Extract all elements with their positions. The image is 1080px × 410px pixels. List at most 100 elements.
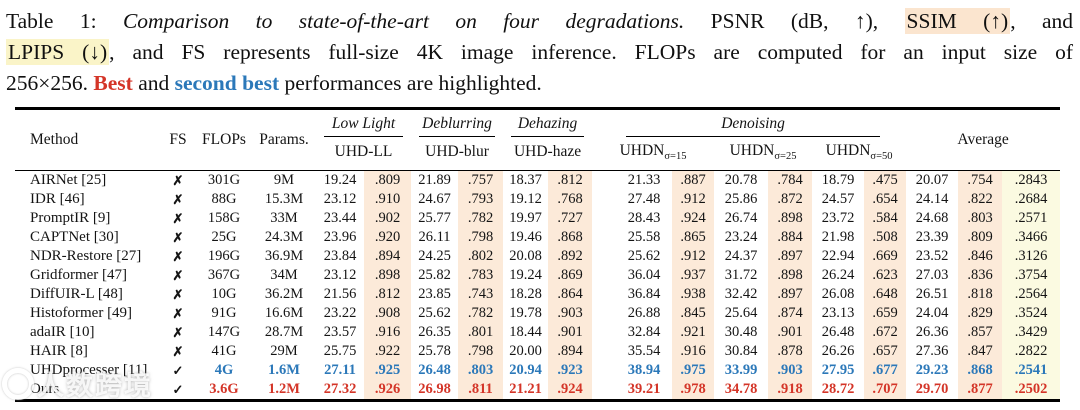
ssim-cell: .918 — [768, 380, 813, 401]
psnr-cell: 21.89 — [418, 172, 451, 189]
method-cell: NDR-Restore [27] — [30, 248, 142, 265]
psnr-cell: 26.11 — [418, 229, 451, 246]
table-row: Histoformer [49] ✗ 91G 16.6M 23.22 .908 25.62.… — [15, 304, 1061, 324]
params-cell: 36.2M — [264, 286, 304, 303]
ssim-cell: .908 — [364, 304, 412, 324]
fs-cell: ✓ — [172, 362, 184, 378]
ssim-cell: .926 — [364, 380, 412, 401]
ssim-cell: .878 — [768, 342, 813, 362]
psnr-cell: 24.57 — [821, 191, 855, 208]
psnr-cell: 27.95 — [821, 362, 855, 379]
ssim-cell: .898 — [768, 266, 813, 286]
params-cell: 1.6M — [268, 362, 300, 379]
psnr-cell: 25.62 — [418, 305, 451, 322]
lpips-cell: .2822 — [1002, 342, 1061, 362]
psnr-cell: 27.11 — [324, 362, 356, 379]
ssim-cell: .865 — [672, 228, 715, 248]
psnr-cell: 33.99 — [724, 362, 758, 379]
psnr-cell: 27.36 — [915, 343, 949, 360]
fs-cell: ✗ — [172, 191, 184, 207]
ssim-cell: .937 — [672, 266, 715, 286]
ssim-cell: .902 — [364, 209, 412, 229]
ssim-cell: .768 — [548, 190, 593, 210]
ssim-cell: .903 — [768, 361, 813, 381]
ssim-cell: .812 — [364, 285, 412, 305]
params-cell: 34M — [270, 267, 298, 284]
ssim-cell: .757 — [458, 170, 504, 191]
fs-cell: ✗ — [172, 248, 184, 264]
caption-segment: Best — [93, 71, 133, 95]
ssim-cell: .782 — [458, 304, 504, 324]
ssim-cell: .798 — [458, 228, 504, 248]
caption-line: 256×256. Best and second best performanc… — [6, 68, 1073, 99]
method-cell: UHDprocesser [11] — [30, 362, 148, 379]
psnr-cell: 28.43 — [627, 210, 661, 227]
ssim-cell: .803 — [458, 361, 504, 381]
ssim-cell: .803 — [958, 209, 1003, 229]
ssim-cell: .677 — [864, 361, 907, 381]
method-cell: HAIR [8] — [30, 343, 88, 360]
params-cell: 16.6M — [264, 305, 304, 322]
caption-segment: , and FS represents full-size 4K image i… — [109, 40, 1073, 64]
psnr-cell: 27.32 — [323, 381, 357, 398]
psnr-cell: 27.03 — [915, 267, 949, 284]
group-label: Dehazing — [517, 115, 578, 132]
psnr-cell: 36.04 — [627, 267, 661, 284]
caption-segment: 256×256. — [6, 71, 94, 95]
caption-segment: LPIPS (↓) — [6, 39, 110, 65]
ssim-cell: .727 — [548, 209, 593, 229]
psnr-cell: 18.79 — [821, 172, 855, 189]
ssim-cell: .910 — [364, 190, 412, 210]
ssim-cell: .912 — [672, 190, 715, 210]
psnr-cell: 29.23 — [915, 362, 949, 379]
ssim-cell: .978 — [672, 380, 715, 401]
fs-cell: ✓ — [172, 381, 184, 397]
params-cell: 15.3M — [264, 191, 304, 208]
ssim-cell: .874 — [768, 304, 813, 324]
ssim-cell: .897 — [768, 285, 813, 305]
flops-cell: 41G — [211, 343, 237, 360]
params-cell: 24.3M — [264, 229, 304, 246]
psnr-cell: 21.33 — [627, 172, 661, 189]
psnr-cell: 24.37 — [724, 248, 758, 265]
caption-segment: , and — [1010, 9, 1074, 33]
ssim-cell: .754 — [958, 170, 1003, 191]
psnr-cell: 38.94 — [627, 362, 661, 379]
flops-cell: 4G — [214, 362, 234, 379]
col-header-params: Params. — [259, 131, 309, 149]
psnr-cell: 18.37 — [509, 172, 542, 189]
ssim-cell: .916 — [672, 342, 715, 362]
psnr-cell: 23.24 — [724, 229, 758, 246]
fs-cell: ✗ — [172, 172, 184, 188]
ssim-cell: .654 — [864, 190, 907, 210]
ssim-cell: .903 — [548, 304, 593, 324]
psnr-cell: 25.58 — [627, 229, 661, 246]
caption-segment: second best — [174, 71, 280, 95]
table-row: UHDprocesser [11] ✓ 4G 1.6M 27.11 .925 26.48 .8… — [15, 361, 1061, 381]
lpips-cell: .2684 — [1002, 190, 1061, 210]
col-header-flops: FLOPs — [202, 131, 246, 149]
method-cell: CAPTNet [30] — [30, 229, 119, 246]
psnr-cell: 23.22 — [323, 305, 357, 322]
psnr-cell: 30.84 — [724, 343, 758, 360]
flops-cell: 158G — [207, 210, 241, 227]
col-header-fs: FS — [169, 131, 187, 149]
psnr-cell: 35.54 — [627, 343, 661, 360]
ssim-cell: .872 — [768, 190, 813, 210]
caption-segment: Table 1: — [6, 9, 123, 33]
ssim-cell: .669 — [864, 247, 907, 267]
psnr-cell: 23.39 — [915, 229, 949, 246]
params-cell: 29M — [270, 343, 298, 360]
method-cell: Ours — [30, 381, 60, 398]
psnr-cell: 26.48 — [418, 362, 451, 379]
ssim-cell: .916 — [364, 323, 412, 343]
ssim-cell: .836 — [958, 266, 1003, 286]
psnr-cell: 21.56 — [323, 286, 357, 303]
psnr-cell: 32.42 — [724, 286, 758, 303]
col-header-method: Method — [30, 131, 79, 149]
ssim-cell: .659 — [864, 304, 907, 324]
table-row: AIRNet [25] ✗ 301G 9M 19.24 .809 21.89 .757 18.3… — [15, 170, 1061, 191]
ssim-cell: .897 — [768, 247, 813, 267]
caption-segment: performances are highlighted. — [279, 71, 542, 95]
ssim-cell: .864 — [548, 285, 593, 305]
